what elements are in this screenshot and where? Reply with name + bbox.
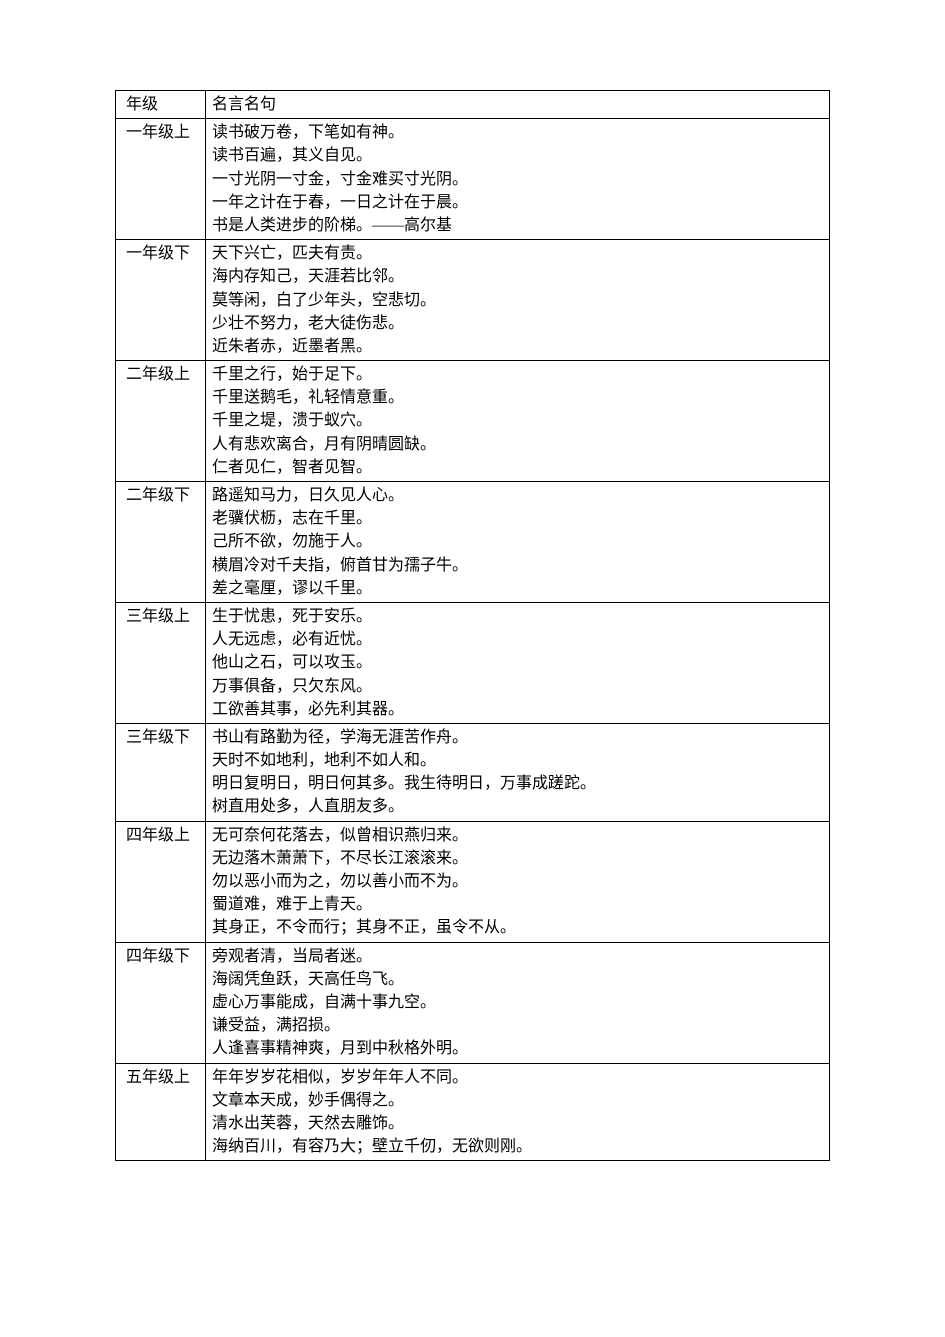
- quotes-cell: 旁观者清，当局者迷。海阔凭鱼跃，天高任鸟飞。虚心万事能成，自满十事九空。谦受益，…: [206, 942, 830, 1063]
- quote-line: 己所不欲，勿施于人。: [212, 530, 823, 553]
- quote-line: 天下兴亡，匹夫有责。: [212, 242, 823, 265]
- quote-line: 读书百遍，其义自见。: [212, 144, 823, 167]
- quote-line: 书山有路勤为径，学海无涯苦作舟。: [212, 726, 823, 749]
- quote-line: 少壮不努力，老大徒伤悲。: [212, 312, 823, 335]
- quotes-cell: 路遥知马力，日久见人心。老骥伏枥，志在千里。己所不欲，勿施于人。横眉冷对千夫指，…: [206, 482, 830, 603]
- table-row: 三年级上生于忧患，死于安乐。人无远虑，必有近忧。他山之石，可以攻玉。万事俱备，只…: [116, 602, 830, 723]
- quote-line: 人有悲欢离合，月有阴晴圆缺。: [212, 433, 823, 456]
- table-row: 四年级下旁观者清，当局者迷。海阔凭鱼跃，天高任鸟飞。虚心万事能成，自满十事九空。…: [116, 942, 830, 1063]
- quote-line: 万事俱备，只欠东风。: [212, 675, 823, 698]
- quote-line: 人无远虑，必有近忧。: [212, 628, 823, 651]
- quote-line: 树直用处多，人直朋友多。: [212, 795, 823, 818]
- quote-line: 千里之行，始于足下。: [212, 363, 823, 386]
- table-row: 二年级下路遥知马力，日久见人心。老骥伏枥，志在千里。己所不欲，勿施于人。横眉冷对…: [116, 482, 830, 603]
- quote-line: 无边落木萧萧下，不尽长江滚滚来。: [212, 847, 823, 870]
- grade-cell: 一年级上: [116, 119, 206, 240]
- quotes-cell: 无可奈何花落去，似曾相识燕归来。无边落木萧萧下，不尽长江滚滚来。勿以恶小而为之，…: [206, 821, 830, 942]
- quote-line: 其身正，不令而行；其身不正，虽令不从。: [212, 916, 823, 939]
- grade-cell: 三年级上: [116, 602, 206, 723]
- quote-line: 谦受益，满招损。: [212, 1014, 823, 1037]
- table-row: 二年级上千里之行，始于足下。千里送鹅毛，礼轻情意重。千里之堤，溃于蚁穴。人有悲欢…: [116, 361, 830, 482]
- quote-line: 千里送鹅毛，礼轻情意重。: [212, 386, 823, 409]
- quote-line: 仁者见仁，智者见智。: [212, 456, 823, 479]
- table-row: 五年级上年年岁岁花相似，岁岁年年人不同。文章本天成，妙手偶得之。清水出芙蓉，天然…: [116, 1063, 830, 1161]
- quote-line: 千里之堤，溃于蚁穴。: [212, 409, 823, 432]
- grade-cell: 二年级上: [116, 361, 206, 482]
- quotes-cell: 年年岁岁花相似，岁岁年年人不同。文章本天成，妙手偶得之。清水出芙蓉，天然去雕饰。…: [206, 1063, 830, 1161]
- quote-line: 人逢喜事精神爽，月到中秋格外明。: [212, 1037, 823, 1060]
- quotes-cell: 读书破万卷，下笔如有神。读书百遍，其义自见。一寸光阴一寸金，寸金难买寸光阴。一年…: [206, 119, 830, 240]
- quote-line: 明日复明日，明日何其多。我生待明日，万事成蹉跎。: [212, 772, 823, 795]
- quote-line: 一寸光阴一寸金，寸金难买寸光阴。: [212, 168, 823, 191]
- table-row: 一年级上读书破万卷，下笔如有神。读书百遍，其义自见。一寸光阴一寸金，寸金难买寸光…: [116, 119, 830, 240]
- header-grade: 年级: [116, 91, 206, 119]
- grade-cell: 四年级下: [116, 942, 206, 1063]
- grade-cell: 四年级上: [116, 821, 206, 942]
- quote-line: 蜀道难，难于上青天。: [212, 893, 823, 916]
- quote-line: 年年岁岁花相似，岁岁年年人不同。: [212, 1066, 823, 1089]
- quote-line: 生于忧患，死于安乐。: [212, 605, 823, 628]
- quotes-cell: 千里之行，始于足下。千里送鹅毛，礼轻情意重。千里之堤，溃于蚁穴。人有悲欢离合，月…: [206, 361, 830, 482]
- quote-line: 旁观者清，当局者迷。: [212, 945, 823, 968]
- quote-line: 一年之计在于春，一日之计在于晨。: [212, 191, 823, 214]
- quote-line: 清水出芙蓉，天然去雕饰。: [212, 1112, 823, 1135]
- quote-line: 海阔凭鱼跃，天高任鸟飞。: [212, 968, 823, 991]
- quote-line: 路遥知马力，日久见人心。: [212, 484, 823, 507]
- quotes-cell: 天下兴亡，匹夫有责。海内存知己，天涯若比邻。莫等闲，白了少年头，空悲切。少壮不努…: [206, 240, 830, 361]
- quote-line: 勿以恶小而为之，勿以善小而不为。: [212, 870, 823, 893]
- quotes-cell: 生于忧患，死于安乐。人无远虑，必有近忧。他山之石，可以攻玉。万事俱备，只欠东风。…: [206, 602, 830, 723]
- grade-cell: 五年级上: [116, 1063, 206, 1161]
- quote-line: 天时不如地利，地利不如人和。: [212, 749, 823, 772]
- quote-line: 老骥伏枥，志在千里。: [212, 507, 823, 530]
- quote-line: 文章本天成，妙手偶得之。: [212, 1089, 823, 1112]
- table-row: 四年级上无可奈何花落去，似曾相识燕归来。无边落木萧萧下，不尽长江滚滚来。勿以恶小…: [116, 821, 830, 942]
- grade-cell: 二年级下: [116, 482, 206, 603]
- quote-line: 无可奈何花落去，似曾相识燕归来。: [212, 824, 823, 847]
- quote-line: 海纳百川，有容乃大；壁立千仞，无欲则刚。: [212, 1135, 823, 1158]
- quote-line: 工欲善其事，必先利其器。: [212, 698, 823, 721]
- grade-cell: 三年级下: [116, 723, 206, 821]
- quote-line: 书是人类进步的阶梯。——高尔基: [212, 214, 823, 237]
- quote-line: 他山之石，可以攻玉。: [212, 651, 823, 674]
- quotes-cell: 书山有路勤为径，学海无涯苦作舟。天时不如地利，地利不如人和。明日复明日，明日何其…: [206, 723, 830, 821]
- quote-line: 海内存知己，天涯若比邻。: [212, 265, 823, 288]
- header-quotes: 名言名句: [206, 91, 830, 119]
- table-body: 一年级上读书破万卷，下笔如有神。读书百遍，其义自见。一寸光阴一寸金，寸金难买寸光…: [116, 119, 830, 1161]
- quote-line: 近朱者赤，近墨者黑。: [212, 335, 823, 358]
- quote-line: 虚心万事能成，自满十事九空。: [212, 991, 823, 1014]
- quote-line: 横眉冷对千夫指，俯首甘为孺子牛。: [212, 554, 823, 577]
- table-header-row: 年级 名言名句: [116, 91, 830, 119]
- quote-line: 读书破万卷，下笔如有神。: [212, 121, 823, 144]
- grade-cell: 一年级下: [116, 240, 206, 361]
- table-row: 三年级下书山有路勤为径，学海无涯苦作舟。天时不如地利，地利不如人和。明日复明日，…: [116, 723, 830, 821]
- quote-line: 莫等闲，白了少年头，空悲切。: [212, 289, 823, 312]
- quote-line: 差之毫厘，谬以千里。: [212, 577, 823, 600]
- table-row: 一年级下天下兴亡，匹夫有责。海内存知己，天涯若比邻。莫等闲，白了少年头，空悲切。…: [116, 240, 830, 361]
- quotes-table: 年级 名言名句 一年级上读书破万卷，下笔如有神。读书百遍，其义自见。一寸光阴一寸…: [115, 90, 830, 1161]
